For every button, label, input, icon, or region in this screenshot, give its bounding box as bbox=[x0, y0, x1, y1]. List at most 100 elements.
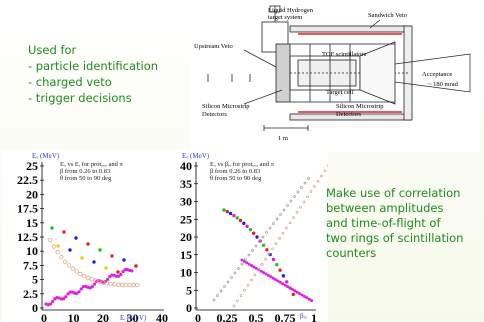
usage-list: Used for - particle identification - cha… bbox=[28, 42, 158, 106]
scatter-point bbox=[98, 248, 102, 252]
y-tick-label: 20 bbox=[180, 230, 192, 244]
scatter-point bbox=[271, 247, 274, 251]
annotation-line: Eₒ vs βᵢₒ for protₒₒₒ and π bbox=[210, 161, 275, 168]
scatter-point bbox=[216, 294, 219, 297]
y-tick-label: 25 bbox=[26, 159, 38, 173]
x-tick-label: 1 bbox=[311, 311, 317, 322]
scatter-point bbox=[64, 295, 68, 299]
x-tick-label: 0.75 bbox=[275, 311, 296, 322]
usage-item: - charged veto bbox=[28, 75, 112, 89]
scatter-point bbox=[74, 269, 79, 274]
y-tick-label: 5 bbox=[32, 273, 38, 287]
scatter-point bbox=[281, 274, 286, 278]
scatter-point bbox=[282, 208, 286, 212]
scatter-point bbox=[248, 227, 253, 232]
y-tick-label: 5 bbox=[186, 283, 192, 297]
central-detector bbox=[275, 41, 410, 105]
scatter-point bbox=[79, 287, 83, 291]
y-tick-label: 15 bbox=[180, 248, 192, 262]
scatter-point bbox=[82, 273, 87, 279]
y-tick-label: 0 bbox=[32, 301, 38, 315]
scatter-point bbox=[232, 213, 236, 218]
scatter-point bbox=[278, 268, 282, 272]
scatter-point bbox=[302, 200, 306, 204]
scatter-point bbox=[50, 226, 54, 230]
x-tick-label: 0 bbox=[195, 311, 201, 322]
ylabel: Eₒ (MeV) bbox=[32, 152, 60, 160]
scatter-point bbox=[271, 276, 275, 280]
silicon-right-label: Silicon Microstrip bbox=[336, 103, 383, 110]
scatter-point bbox=[299, 205, 302, 209]
scatter-point bbox=[254, 244, 258, 248]
scatter-point bbox=[59, 255, 64, 260]
scatter-point bbox=[244, 258, 247, 261]
scatter-point bbox=[62, 230, 66, 234]
silicon-right-label-2: Detectors bbox=[336, 111, 361, 118]
usage-heading: Used for bbox=[28, 43, 77, 57]
scatter-point bbox=[117, 274, 121, 278]
scatter-point bbox=[286, 285, 290, 289]
scatter-point bbox=[116, 270, 120, 274]
scatter-point bbox=[74, 236, 78, 240]
scatter-point bbox=[240, 262, 244, 266]
scatter-point bbox=[85, 275, 91, 280]
annotation-line: Eₒ vs Eᵢ for protₒₒₒ and π bbox=[60, 161, 123, 168]
scatter-point bbox=[238, 218, 243, 223]
scatter-point bbox=[291, 292, 295, 297]
scatter-point bbox=[313, 185, 316, 188]
scatter-point bbox=[245, 261, 249, 265]
y-tick-label: 10 bbox=[180, 266, 192, 280]
scatter-point bbox=[70, 266, 75, 271]
usage-item: - trigger decisions bbox=[28, 91, 132, 105]
upstream-veto bbox=[207, 49, 279, 82]
scatter-point bbox=[265, 231, 268, 234]
scatter-point bbox=[271, 257, 276, 262]
scatter-point bbox=[278, 280, 282, 284]
x-tick-label: 10 bbox=[68, 311, 80, 322]
scatter-point bbox=[232, 304, 236, 308]
scatter-point bbox=[264, 272, 268, 276]
scatter-point bbox=[247, 253, 251, 257]
usage-item: - particle identification bbox=[28, 59, 159, 73]
scatter-point bbox=[245, 224, 249, 229]
scatter-point bbox=[92, 282, 96, 286]
scale-bar bbox=[263, 125, 309, 131]
scatter-point bbox=[93, 278, 98, 283]
silicon-left-label-2: Detectors bbox=[202, 111, 227, 118]
x-tick-label: 0.25 bbox=[217, 311, 238, 322]
scatter-point bbox=[48, 302, 53, 306]
scatter-point bbox=[134, 264, 138, 268]
scatter-point bbox=[66, 292, 70, 296]
scatter-point bbox=[252, 231, 256, 235]
scatter-point bbox=[135, 282, 140, 288]
scatter-point bbox=[235, 216, 239, 220]
scatter-point bbox=[51, 244, 56, 249]
annotation-line: θ from 50 to 90 deg bbox=[60, 175, 112, 182]
scatter-point bbox=[258, 240, 261, 243]
scatter-point bbox=[255, 235, 259, 239]
scatter-points bbox=[212, 164, 328, 308]
scatter-point bbox=[274, 242, 278, 245]
y-tick-label: 7.5 bbox=[23, 258, 38, 272]
scatter-point bbox=[305, 296, 309, 300]
description: Make use of correlation between amplitud… bbox=[326, 186, 463, 261]
scatter-point bbox=[272, 222, 275, 225]
scatter-point bbox=[130, 269, 134, 273]
scatter-point bbox=[77, 290, 81, 294]
scatter-point bbox=[236, 299, 239, 303]
scatter-point bbox=[259, 269, 263, 273]
scatter-point bbox=[240, 258, 244, 262]
scatter-point bbox=[257, 268, 260, 271]
x-axis-ticks: 0 0.25 0.5 0.75 1 bbox=[195, 311, 317, 322]
y-tick-label: 20 bbox=[26, 187, 38, 201]
scatter-point bbox=[283, 283, 287, 287]
scatter-point bbox=[212, 298, 216, 302]
scatter-point bbox=[327, 164, 328, 167]
scatter-point bbox=[274, 278, 278, 282]
scatter-point bbox=[252, 265, 256, 269]
y-tick-label: 12.5 bbox=[17, 230, 38, 244]
description-line: two rings of scintillation bbox=[326, 231, 464, 245]
x-tick-label: 30 bbox=[127, 311, 139, 322]
scatter-point bbox=[302, 294, 306, 298]
